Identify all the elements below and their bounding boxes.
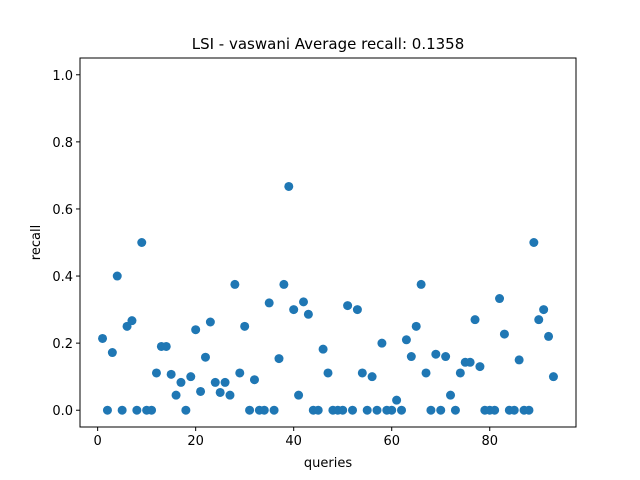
data-point	[343, 301, 353, 311]
data-point	[107, 348, 117, 358]
data-point	[245, 405, 255, 415]
data-point	[240, 321, 250, 331]
data-point	[225, 390, 235, 400]
data-point	[294, 390, 304, 400]
data-point	[450, 405, 460, 415]
data-point	[298, 297, 308, 307]
data-point	[362, 405, 372, 415]
data-point	[181, 405, 191, 415]
data-point	[470, 315, 480, 325]
data-point	[455, 368, 465, 378]
data-point	[210, 377, 220, 387]
data-point	[372, 405, 382, 415]
data-point	[196, 386, 206, 396]
data-point	[357, 368, 367, 378]
x-tick-label: 40	[285, 434, 302, 449]
y-tick-label: 0.4	[52, 270, 73, 285]
data-point	[387, 405, 397, 415]
data-point	[446, 390, 456, 400]
data-point	[235, 368, 245, 378]
data-point	[171, 390, 181, 400]
data-point	[112, 271, 122, 281]
x-tick-label: 20	[187, 434, 204, 449]
data-point	[313, 405, 323, 415]
data-point	[147, 405, 157, 415]
data-point	[534, 315, 544, 325]
data-point	[303, 309, 313, 319]
x-axis-ticks: 0 20 40 60 80	[94, 427, 498, 449]
y-axis-label: recall	[29, 225, 44, 260]
data-point	[416, 279, 426, 289]
data-point	[151, 368, 161, 378]
data-point	[490, 405, 500, 415]
plot-area-frame	[79, 57, 577, 428]
data-point	[259, 405, 269, 415]
y-tick-label: 0.6	[52, 203, 73, 218]
data-point	[411, 321, 421, 331]
data-point	[426, 405, 436, 415]
data-point	[279, 279, 289, 289]
data-point	[548, 372, 558, 382]
data-point	[289, 305, 299, 315]
data-point	[377, 338, 387, 348]
data-point	[544, 331, 554, 341]
data-point	[352, 305, 362, 315]
data-point	[397, 405, 407, 415]
data-point	[348, 405, 358, 415]
x-axis-label: queries	[304, 456, 352, 471]
data-point	[249, 375, 259, 385]
x-tick-label: 60	[383, 434, 400, 449]
data-point	[539, 305, 549, 315]
data-point	[220, 377, 230, 387]
y-tick-label: 0.8	[52, 136, 73, 151]
data-point	[102, 405, 112, 415]
data-point	[529, 238, 539, 247]
data-point	[514, 355, 524, 365]
data-point	[132, 405, 142, 415]
data-point	[269, 405, 279, 415]
data-point	[421, 368, 431, 378]
data-point	[205, 317, 215, 327]
y-axis-ticks: 0.0 0.2 0.4 0.6 0.8 1.0	[52, 69, 80, 419]
data-point	[161, 341, 171, 351]
y-tick-label: 0.0	[52, 404, 73, 419]
data-point	[509, 405, 519, 415]
data-point	[436, 405, 446, 415]
data-point	[499, 329, 509, 339]
data-point	[392, 395, 402, 405]
data-point	[475, 362, 485, 372]
data-point	[137, 238, 147, 247]
data-point	[367, 372, 377, 382]
data-point	[98, 333, 108, 343]
data-point	[318, 344, 328, 354]
data-point	[264, 298, 274, 308]
data-point	[431, 349, 441, 359]
x-tick-label: 80	[481, 434, 498, 449]
data-point	[176, 377, 186, 387]
x-tick-label: 0	[94, 434, 102, 449]
data-point	[215, 387, 225, 397]
data-points	[98, 181, 558, 415]
data-point	[191, 325, 201, 335]
data-point	[495, 294, 505, 304]
data-point	[524, 405, 534, 415]
data-point	[401, 335, 411, 345]
data-point	[441, 352, 451, 362]
data-point	[465, 357, 475, 367]
data-point	[166, 369, 176, 379]
chart-title: LSI - vaswani Average recall: 0.1358	[192, 35, 465, 53]
data-point	[338, 405, 348, 415]
data-point	[406, 352, 416, 362]
data-point	[117, 405, 127, 415]
data-point	[274, 354, 284, 364]
y-tick-label: 1.0	[52, 69, 73, 84]
data-point	[284, 181, 294, 191]
data-point	[230, 279, 240, 289]
y-tick-label: 0.2	[52, 337, 73, 352]
data-point	[127, 316, 137, 326]
data-point	[186, 372, 196, 382]
data-point	[200, 352, 210, 362]
data-point	[323, 368, 333, 378]
